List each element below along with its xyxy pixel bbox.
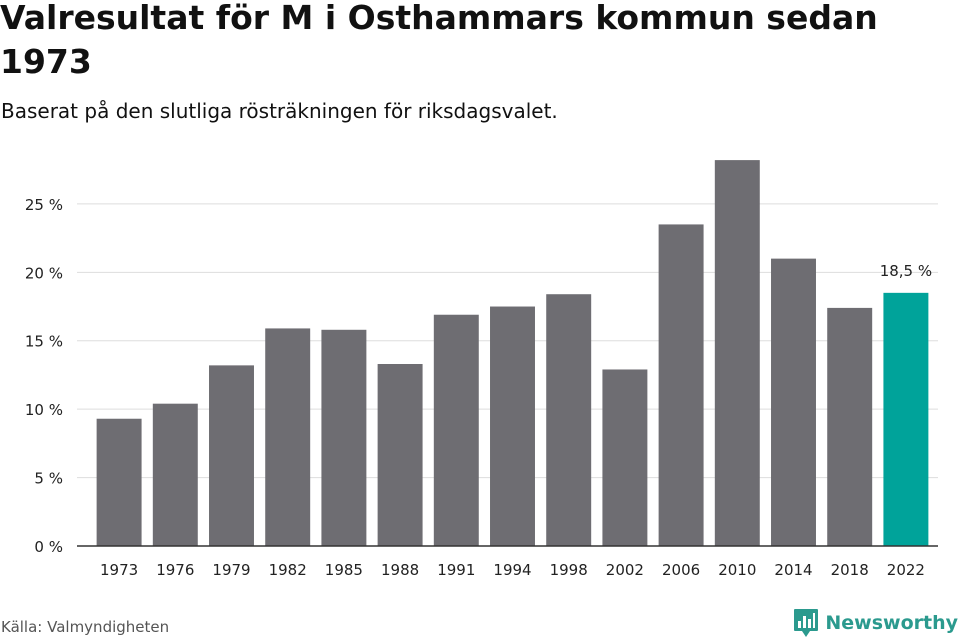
bar [321,329,367,546]
annotations: 18,5 % [880,262,932,280]
x-axis-ticks: 1973 1976 1979 1982 1985 1988 1991 1994 1998 2002… [100,561,925,579]
x-tick-label: 1994 [493,561,531,579]
brand-logo: Newsworthy [793,608,958,638]
x-tick-label: 1998 [550,561,588,579]
x-tick-label: 2018 [831,561,869,579]
bar [602,369,648,546]
bar [265,328,311,546]
x-tick-label: 1973 [100,561,138,579]
bar [714,160,760,546]
bar [771,258,816,546]
x-tick-label: 2014 [774,561,812,579]
chart-title: Valresultat för M i Osthammars kommun se… [0,0,878,81]
bars [96,160,929,546]
bar [152,403,198,546]
bar [96,418,142,546]
bar [546,294,592,546]
x-tick-label: 1991 [437,561,475,579]
bar [658,224,704,546]
bar [827,307,873,546]
y-tick-label: 0 % [34,538,63,556]
x-tick-label: 1976 [156,561,194,579]
bar [883,292,929,546]
y-tick-label: 5 % [34,470,63,488]
x-tick-label: 2010 [718,561,756,579]
x-tick-label: 2006 [662,561,700,579]
chart-subtitle: Baserat på den slutliga rösträkningen fö… [1,99,558,123]
bar [433,314,479,546]
y-tick-label: 15 % [25,333,63,351]
x-tick-label: 1979 [212,561,250,579]
brand-name: Newsworthy [825,612,958,634]
source-note: Källa: Valmyndigheten [1,618,170,636]
x-tick-label: 2022 [887,561,925,579]
x-tick-label: 1988 [381,561,419,579]
x-tick-label: 1985 [325,561,363,579]
bar [209,365,254,546]
bar [490,306,535,546]
y-tick-label: 10 % [25,401,63,419]
bar-chart-logo-icon [794,609,819,637]
x-tick-label: 1982 [269,561,307,579]
x-tick-label: 2002 [606,561,644,579]
y-axis-ticks: 0 % 5 % 10 % 15 % 20 % 25 % [25,196,63,556]
bar [377,364,423,546]
y-tick-label: 25 % [25,196,63,214]
y-tick-label: 20 % [25,264,63,282]
data-label: 18,5 % [880,262,932,280]
